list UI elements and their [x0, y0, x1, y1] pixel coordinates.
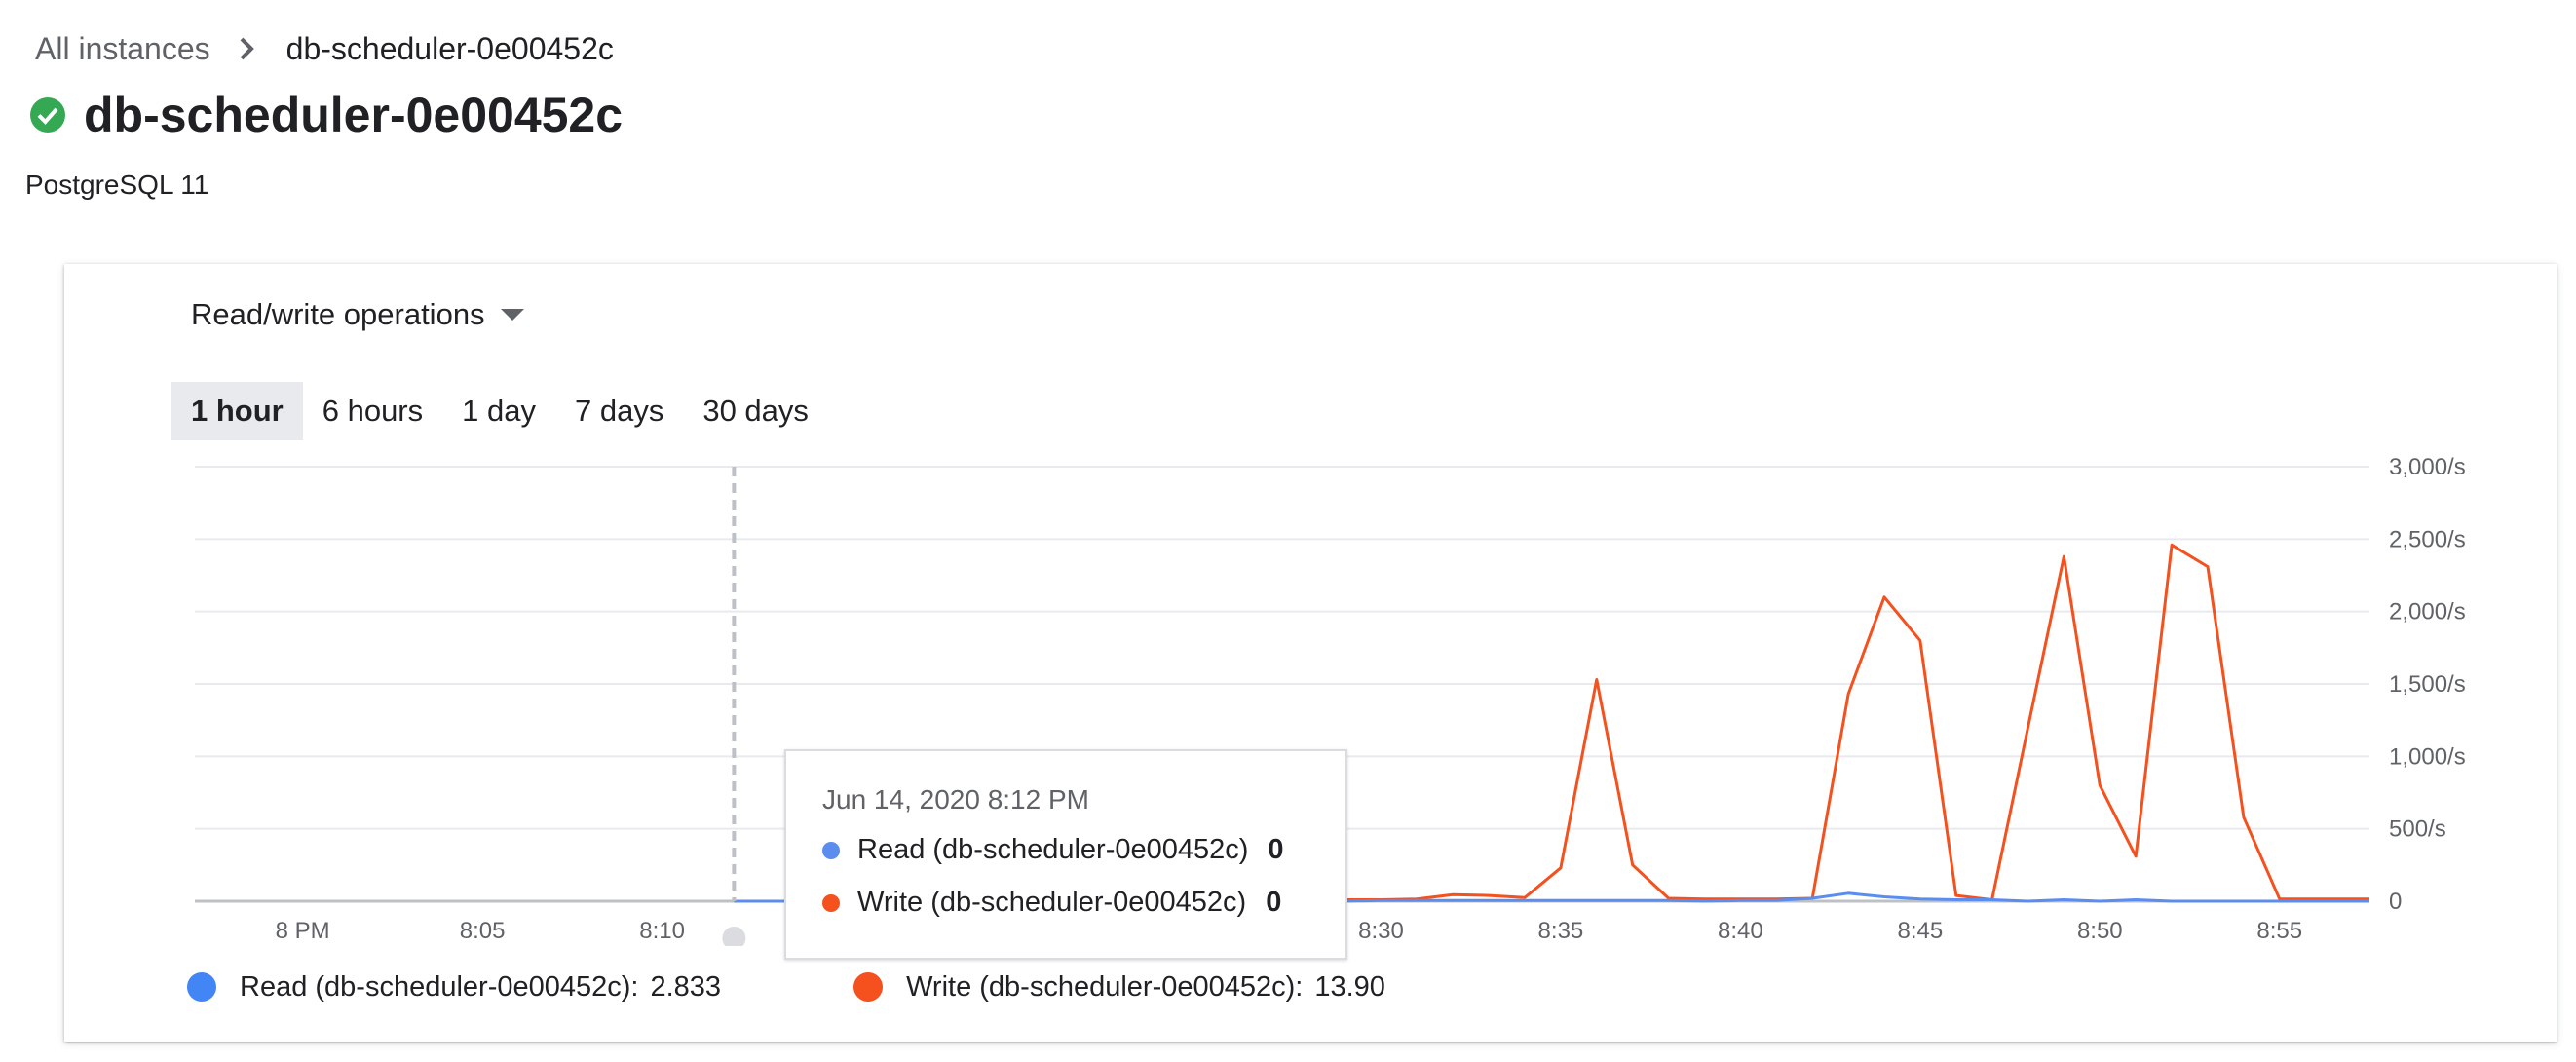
- page-title: db-scheduler-0e00452c: [84, 88, 624, 142]
- chart-legend: Read (db-scheduler-0e00452c): 2.833 Writ…: [187, 966, 1518, 1008]
- y-tick-label: 1,000/s: [2389, 743, 2466, 770]
- x-tick-label: 8:35: [1538, 918, 1584, 944]
- range-tab-1-day[interactable]: 1 day: [462, 394, 536, 428]
- breadcrumb-current: db-scheduler-0e00452c: [285, 30, 614, 66]
- hover-marker-icon: [722, 927, 746, 946]
- range-tab-1-hour[interactable]: 1 hour: [171, 382, 303, 440]
- x-tick-label: 8:50: [2077, 918, 2123, 944]
- x-tick-label: 8:05: [460, 918, 506, 944]
- legend-write-value: 13.90: [1314, 970, 1385, 1003]
- tooltip-read-label: Read (db-scheduler-0e00452c): [857, 834, 1249, 865]
- tooltip-row-read: Read (db-scheduler-0e00452c) 0: [822, 834, 1284, 866]
- tooltip-date: Jun 14, 2020 8:12 PM: [822, 784, 1089, 815]
- x-tick-label: 8:45: [1897, 918, 1943, 944]
- time-range-tabs: 1 hour 6 hours 1 day 7 days 30 days: [171, 382, 828, 440]
- y-tick-label: 3,000/s: [2389, 454, 2466, 480]
- legend-read-value: 2.833: [650, 970, 722, 1003]
- write-series-dot-icon: [822, 893, 840, 912]
- breadcrumb: All instances db-scheduler-0e00452c: [35, 27, 614, 70]
- tooltip-write-label: Write (db-scheduler-0e00452c): [857, 887, 1247, 918]
- chevron-right-icon: [240, 37, 254, 60]
- legend-write-label: Write (db-scheduler-0e00452c):: [906, 970, 1304, 1003]
- metrics-card: Read/write operations 1 hour 6 hours 1 d…: [64, 264, 2557, 1042]
- caret-down-icon: [500, 309, 524, 321]
- y-tick-label: 1,500/s: [2389, 671, 2466, 698]
- metric-dropdown[interactable]: Read/write operations: [191, 293, 524, 336]
- x-tick-label: 8:10: [639, 918, 685, 944]
- hover-tooltip: Jun 14, 2020 8:12 PM Read (db-scheduler-…: [784, 749, 1347, 960]
- page-title-row: db-scheduler-0e00452c: [29, 86, 623, 144]
- x-tick-label: 8:55: [2256, 918, 2302, 944]
- y-tick-label: 0: [2389, 889, 2402, 915]
- tooltip-write-value: 0: [1266, 887, 1282, 918]
- tooltip-row-write: Write (db-scheduler-0e00452c) 0: [822, 887, 1281, 919]
- check-circle-icon: [30, 97, 65, 133]
- legend-read-label: Read (db-scheduler-0e00452c):: [240, 970, 639, 1003]
- x-tick-label: 8:30: [1358, 918, 1404, 944]
- write-legend-dot-icon: [853, 972, 884, 1002]
- legend-item-write[interactable]: Write (db-scheduler-0e00452c): 13.90: [853, 971, 1385, 1004]
- read-series-dot-icon: [822, 841, 840, 859]
- range-tab-6-hours[interactable]: 6 hours: [322, 394, 424, 428]
- x-tick-label: 8 PM: [276, 918, 330, 944]
- range-tab-30-days[interactable]: 30 days: [702, 394, 809, 428]
- y-tick-label: 2,000/s: [2389, 599, 2466, 626]
- read-legend-dot-icon: [187, 972, 216, 1002]
- y-tick-label: 500/s: [2389, 816, 2446, 843]
- legend-item-read[interactable]: Read (db-scheduler-0e00452c): 2.833: [187, 971, 721, 1004]
- range-tab-7-days[interactable]: 7 days: [574, 394, 664, 428]
- y-tick-label: 2,500/s: [2389, 526, 2466, 552]
- tooltip-read-value: 0: [1268, 834, 1284, 865]
- x-tick-label: 8:40: [1718, 918, 1763, 944]
- metric-dropdown-label: Read/write operations: [191, 297, 485, 331]
- breadcrumb-all-instances-link[interactable]: All instances: [35, 30, 210, 66]
- instance-version: PostgreSQL 11: [25, 170, 209, 200]
